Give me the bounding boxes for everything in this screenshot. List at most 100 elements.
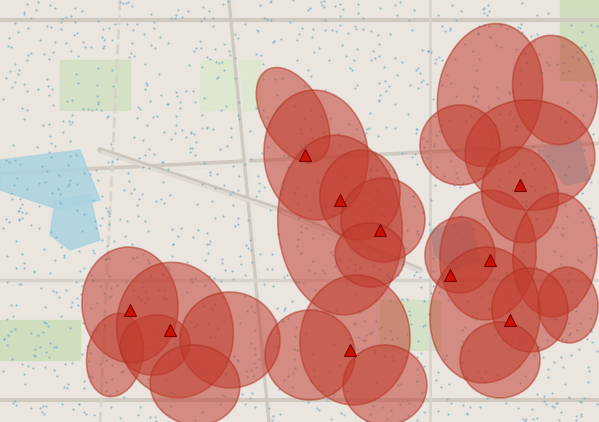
Point <box>328 167 337 174</box>
Point <box>71 152 81 159</box>
Point <box>551 400 561 407</box>
Point <box>138 351 147 358</box>
Point <box>539 157 549 164</box>
Point <box>553 191 563 197</box>
Point <box>283 372 293 379</box>
Point <box>543 216 553 223</box>
Point <box>352 126 361 133</box>
Point <box>79 384 89 391</box>
Point <box>2 75 11 81</box>
Point <box>583 379 592 386</box>
Point <box>496 21 506 28</box>
Point <box>394 382 403 389</box>
Point <box>452 251 461 257</box>
Point <box>35 180 44 187</box>
Point <box>592 401 599 408</box>
Point <box>371 318 381 325</box>
Point <box>434 289 444 295</box>
Point <box>349 245 358 252</box>
Point <box>509 299 519 306</box>
Point <box>200 257 210 264</box>
Point <box>424 311 434 317</box>
Point <box>418 388 428 395</box>
Point <box>44 149 54 155</box>
Point <box>515 160 524 167</box>
Point <box>575 398 585 405</box>
Point <box>0 225 8 232</box>
Point <box>512 123 521 130</box>
Point <box>518 119 528 126</box>
Point <box>176 225 185 232</box>
Point <box>594 233 599 240</box>
Point <box>143 295 152 301</box>
Point <box>252 364 261 371</box>
Point <box>140 152 150 159</box>
Point <box>529 352 539 358</box>
Point <box>122 21 132 27</box>
Point <box>189 88 198 95</box>
Point <box>567 289 577 295</box>
Point <box>46 339 55 346</box>
Point <box>305 5 315 11</box>
Point <box>55 200 64 207</box>
Point <box>8 400 18 406</box>
Point <box>99 290 108 297</box>
Point <box>159 129 168 135</box>
Point <box>585 315 595 322</box>
Point <box>319 270 329 277</box>
Point <box>268 265 277 272</box>
Point <box>100 255 110 262</box>
Point <box>314 143 324 150</box>
Point <box>141 288 151 295</box>
Point <box>52 234 61 241</box>
Point <box>66 304 76 311</box>
Point <box>268 413 278 420</box>
Point <box>257 149 267 156</box>
Point <box>379 64 389 70</box>
Point <box>431 56 440 63</box>
Point <box>10 326 20 333</box>
Point <box>216 401 225 408</box>
Point <box>480 157 489 164</box>
Polygon shape <box>560 0 599 80</box>
Point <box>51 289 60 295</box>
Point <box>374 41 384 47</box>
Point <box>518 326 527 333</box>
Point <box>208 126 218 133</box>
Point <box>485 290 494 297</box>
Point <box>190 99 199 106</box>
Point <box>462 298 472 304</box>
Point <box>417 79 426 86</box>
Point <box>471 258 481 265</box>
Point <box>506 296 516 303</box>
Point <box>212 75 222 81</box>
Point <box>190 416 199 422</box>
Point <box>30 268 40 275</box>
Point <box>158 271 167 278</box>
Point <box>380 78 389 84</box>
Point <box>41 319 51 326</box>
Point <box>11 264 21 271</box>
Point <box>374 97 383 103</box>
Point <box>255 1 265 8</box>
Point <box>3 42 13 49</box>
Point <box>59 254 69 260</box>
Point <box>533 314 542 320</box>
Point <box>129 52 139 59</box>
Point <box>578 111 588 118</box>
Point <box>385 82 394 89</box>
Point <box>316 113 326 119</box>
Point <box>202 54 212 60</box>
Point <box>22 186 32 193</box>
Point <box>365 330 375 336</box>
Point <box>407 27 417 34</box>
Point <box>349 346 359 353</box>
Point <box>198 4 208 11</box>
Point <box>248 372 258 379</box>
Point <box>385 30 395 37</box>
Point <box>457 359 467 365</box>
Point <box>477 270 486 276</box>
Point <box>522 203 531 209</box>
Point <box>577 218 587 225</box>
Point <box>328 312 337 319</box>
